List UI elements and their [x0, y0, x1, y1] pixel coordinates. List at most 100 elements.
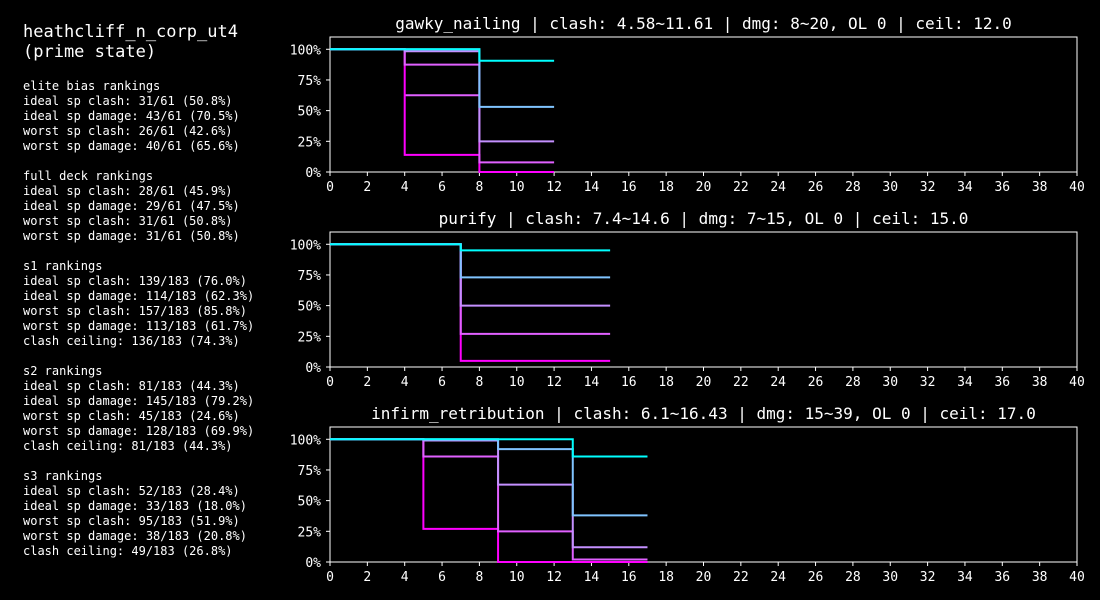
- y-tick-label: 75%: [298, 74, 322, 89]
- x-tick-label: 18: [658, 375, 674, 390]
- x-tick-label: 20: [696, 375, 712, 390]
- rank-line: worst sp clash: 95/183 (51.9%): [23, 514, 240, 528]
- rank-line: ideal sp damage: 33/183 (18.0%): [23, 499, 247, 513]
- series-line-1: [330, 48, 555, 62]
- x-tick-label: 6: [438, 375, 446, 390]
- section-heading: s1 rankings: [23, 259, 103, 273]
- series-line-1: [330, 438, 648, 458]
- x-tick-label: 38: [1032, 180, 1048, 195]
- rank-line: clash ceiling: 136/183 (74.3%): [23, 334, 240, 348]
- x-tick-label: 30: [882, 180, 898, 195]
- rank-line: worst sp damage: 31/61 (50.8%): [23, 229, 240, 243]
- x-tick-label: 16: [621, 570, 637, 585]
- series-line-2: [330, 48, 555, 108]
- x-tick-label: 30: [882, 570, 898, 585]
- y-tick-label: 25%: [298, 135, 322, 150]
- x-tick-label: 36: [994, 570, 1010, 585]
- y-tick-label: 50%: [298, 495, 322, 510]
- rank-line: worst sp clash: 45/183 (24.6%): [23, 409, 240, 423]
- series-line-5: [330, 438, 648, 563]
- series-line-4: [330, 243, 611, 335]
- x-tick-label: 4: [401, 570, 409, 585]
- y-tick-label: 50%: [298, 300, 322, 315]
- x-tick-label: 18: [658, 180, 674, 195]
- y-tick-label: 75%: [298, 269, 322, 284]
- y-tick-label: 100%: [290, 43, 321, 58]
- rank-line: ideal sp damage: 43/61 (70.5%): [23, 109, 240, 123]
- x-tick-label: 12: [546, 180, 562, 195]
- x-tick-label: 22: [733, 570, 749, 585]
- x-tick-label: 34: [957, 570, 973, 585]
- x-tick-label: 14: [584, 375, 600, 390]
- plot-frame: [329, 231, 1078, 368]
- section-heading: s3 rankings: [23, 469, 103, 483]
- x-tick-label: 28: [845, 180, 861, 195]
- rank-line: ideal sp damage: 114/183 (62.3%): [23, 289, 255, 303]
- rank-line: ideal sp clash: 28/61 (45.9%): [23, 184, 233, 198]
- x-tick-label: 26: [808, 180, 824, 195]
- y-tick-label: 0%: [305, 556, 321, 571]
- x-tick-label: 38: [1032, 375, 1048, 390]
- section-heading: elite bias rankings: [23, 79, 161, 93]
- x-tick-label: 24: [770, 570, 786, 585]
- x-tick-label: 36: [994, 375, 1010, 390]
- x-tick-label: 12: [546, 375, 562, 390]
- y-tick-label: 100%: [290, 433, 321, 448]
- x-tick-label: 40: [1069, 570, 1085, 585]
- rank-line: ideal sp damage: 29/61 (47.5%): [23, 199, 240, 213]
- plot-frame: [329, 36, 1078, 173]
- x-tick-label: 26: [808, 375, 824, 390]
- x-tick-label: 26: [808, 570, 824, 585]
- series-line-2: [330, 243, 611, 279]
- chart-panel-1: gawky_nailing | clash: 4.58~11.61 | dmg:…: [290, 14, 1085, 195]
- x-tick-label: 8: [475, 375, 483, 390]
- x-tick-label: 10: [509, 180, 525, 195]
- x-tick-label: 0: [326, 570, 334, 585]
- y-tick-label: 100%: [290, 238, 321, 253]
- x-tick-label: 34: [957, 375, 973, 390]
- rank-line: worst sp damage: 128/183 (69.9%): [23, 424, 255, 438]
- rank-line: worst sp damage: 113/183 (61.7%): [23, 319, 255, 333]
- chart-panel-3: infirm_retribution | clash: 6.1~16.43 | …: [290, 404, 1085, 585]
- plot-frame: [329, 426, 1078, 563]
- stats-sidebar: heathcliff_n_corp_ut4 (prime state) elit…: [23, 22, 313, 574]
- x-tick-label: 32: [920, 180, 936, 195]
- x-tick-label: 2: [363, 180, 371, 195]
- series-line-5: [330, 48, 555, 173]
- series-line-4: [330, 438, 648, 561]
- x-tick-label: 20: [696, 180, 712, 195]
- y-tick-label: 25%: [298, 525, 322, 540]
- chart-title: gawky_nailing | clash: 4.58~11.61 | dmg:…: [395, 14, 1012, 33]
- chart-title: purify | clash: 7.4~14.6 | dmg: 7~15, OL…: [439, 209, 969, 228]
- x-tick-label: 38: [1032, 570, 1048, 585]
- x-tick-label: 6: [438, 180, 446, 195]
- y-tick-label: 25%: [298, 330, 322, 345]
- x-tick-label: 18: [658, 570, 674, 585]
- x-tick-label: 16: [621, 375, 637, 390]
- rank-line: worst sp clash: 26/61 (42.6%): [23, 124, 233, 138]
- series-line-5: [330, 243, 611, 362]
- rank-section-s2: s2 rankings ideal sp clash: 81/183 (44.3…: [23, 364, 313, 454]
- x-tick-label: 16: [621, 180, 637, 195]
- x-tick-label: 10: [509, 375, 525, 390]
- x-tick-label: 4: [401, 375, 409, 390]
- x-tick-label: 2: [363, 375, 371, 390]
- x-tick-label: 2: [363, 570, 371, 585]
- chart-panel-2: purify | clash: 7.4~14.6 | dmg: 7~15, OL…: [290, 209, 1085, 390]
- section-heading: full deck rankings: [23, 169, 154, 183]
- rank-section-s1: s1 rankings ideal sp clash: 139/183 (76.…: [23, 259, 313, 349]
- x-tick-label: 36: [994, 180, 1010, 195]
- x-tick-label: 8: [475, 570, 483, 585]
- x-tick-label: 24: [770, 180, 786, 195]
- x-tick-label: 10: [509, 570, 525, 585]
- y-tick-label: 50%: [298, 105, 322, 120]
- series-line-3: [330, 243, 611, 307]
- rank-line: worst sp clash: 31/61 (50.8%): [23, 214, 233, 228]
- x-tick-label: 32: [920, 570, 936, 585]
- x-tick-label: 40: [1069, 375, 1085, 390]
- x-tick-label: 30: [882, 375, 898, 390]
- x-tick-label: 32: [920, 375, 936, 390]
- x-tick-label: 14: [584, 180, 600, 195]
- rank-line: clash ceiling: 49/183 (26.8%): [23, 544, 233, 558]
